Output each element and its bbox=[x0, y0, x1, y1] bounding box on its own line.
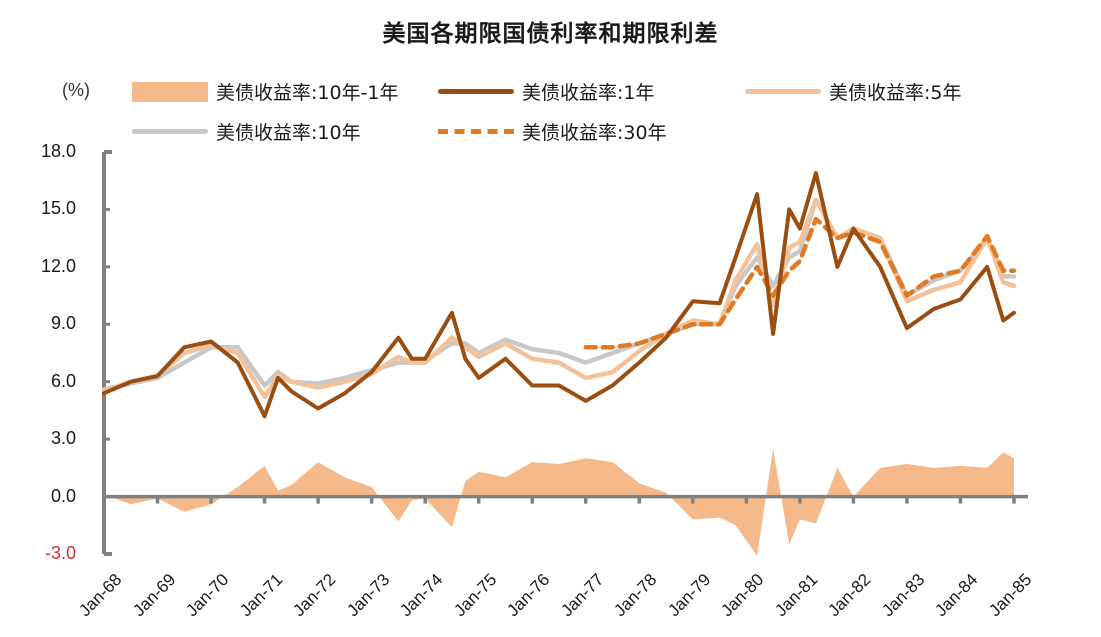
legend-label: 美债收益率:10年-1年 bbox=[216, 82, 399, 104]
series-line bbox=[583, 216, 1017, 350]
legend-item-5y: 美债收益率:5年 bbox=[745, 78, 962, 105]
spread-area bbox=[104, 448, 1014, 556]
y-tick-label: 12.0 bbox=[40, 255, 76, 276]
area-swatch-icon bbox=[132, 81, 208, 102]
y-tick-label: 3.0 bbox=[50, 428, 76, 449]
legend-label: 美债收益率:5年 bbox=[829, 82, 962, 104]
y-tick-label: -3.0 bbox=[44, 543, 76, 563]
line-swatch-icon bbox=[132, 129, 208, 134]
y-tick-label: 15.0 bbox=[40, 198, 76, 219]
line-swatch-icon bbox=[438, 89, 514, 94]
y-tick-label: 18.0 bbox=[40, 141, 76, 161]
chart-title: 美国各期限国债利率和期限利差 bbox=[382, 21, 719, 47]
line-swatch-icon bbox=[745, 89, 821, 94]
dashed-swatch-icon bbox=[438, 129, 514, 134]
legend-item-1y: 美债收益率:1年 bbox=[438, 78, 655, 105]
legend-item-10y: 美债收益率:10年 bbox=[132, 118, 361, 145]
legend-label: 美债收益率:10年 bbox=[216, 122, 361, 144]
legend-label: 美债收益率:1年 bbox=[522, 82, 655, 104]
series-line bbox=[102, 171, 1016, 419]
legend-item-30y: 美债收益率:30年 bbox=[438, 118, 667, 145]
legend-label: 美债收益率:30年 bbox=[522, 122, 667, 144]
y-axis-unit-label: (%) bbox=[62, 80, 90, 100]
legend-item-spread: 美债收益率:10年-1年 bbox=[132, 78, 399, 105]
y-tick-label: 9.0 bbox=[50, 313, 76, 334]
y-tick-label: 6.0 bbox=[50, 370, 76, 391]
y-tick-label: 0.0 bbox=[50, 485, 76, 506]
